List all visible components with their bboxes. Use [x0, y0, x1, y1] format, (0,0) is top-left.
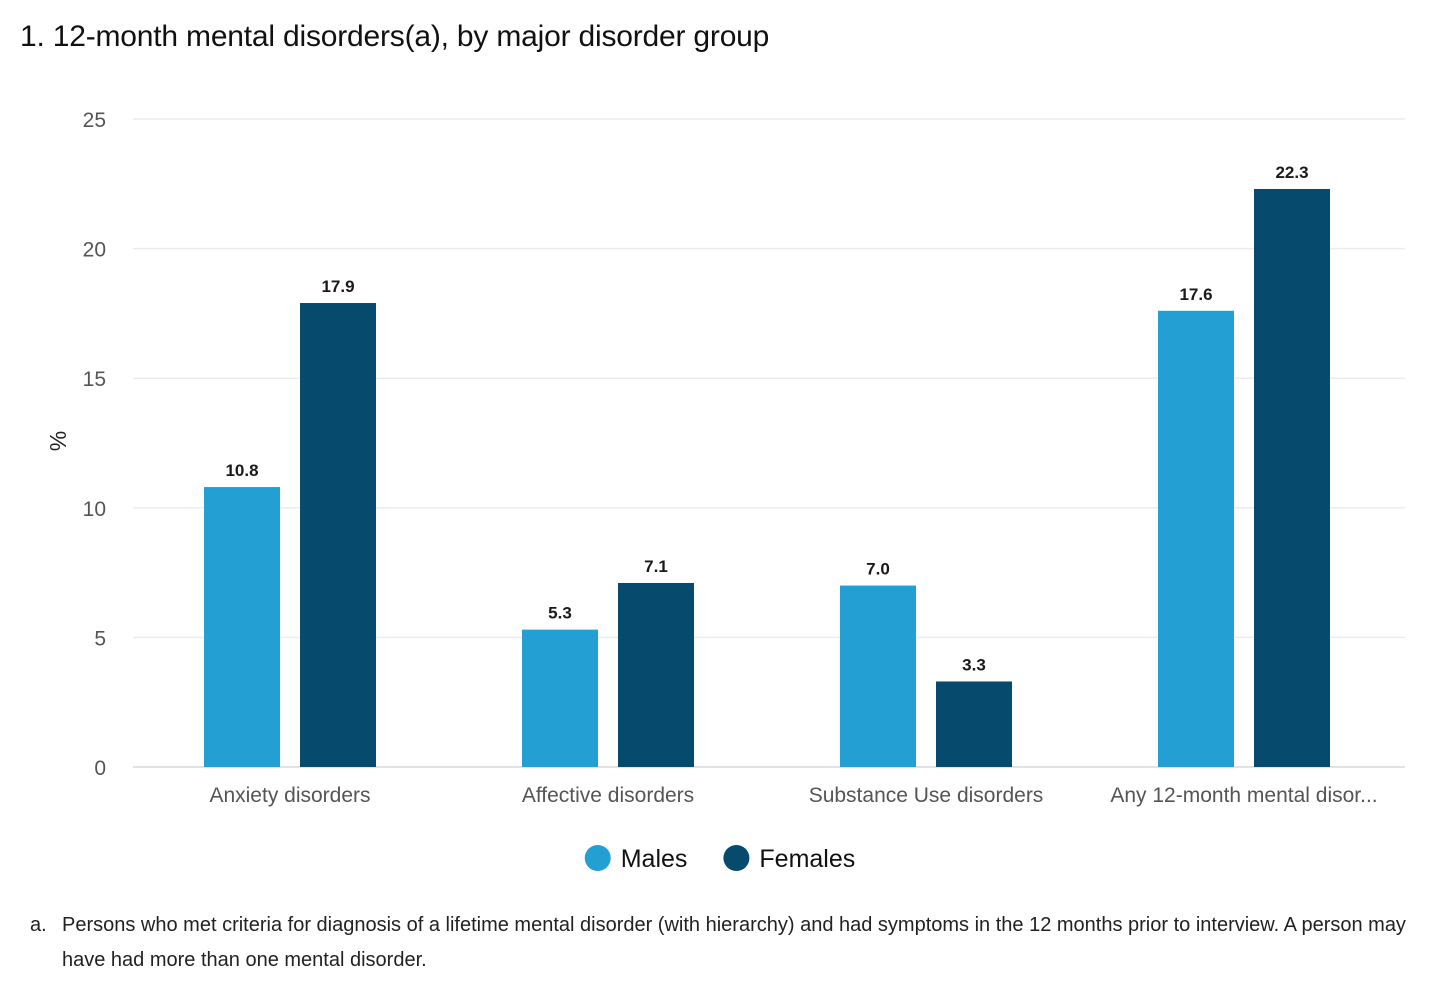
bar-females-1 [618, 582, 694, 767]
data-label: 22.3 [1275, 163, 1308, 182]
data-label: 10.8 [225, 461, 258, 480]
data-label: 7.0 [866, 560, 890, 579]
data-label: 5.3 [548, 604, 572, 623]
legend-label: Females [759, 845, 855, 873]
legend-marker-males [584, 845, 611, 871]
legend-label: Males [621, 845, 688, 873]
bar-chart: 0 5 10 15 20 25% 10.8 17.9 Anxiety disorders 5.3 7… [45, 109, 1405, 873]
y-tick-label: 10 [83, 498, 106, 521]
bar-males-3 [1158, 310, 1234, 767]
data-label: 3.3 [962, 655, 986, 674]
data-label: 17.9 [321, 277, 354, 296]
bar-females-0 [300, 303, 376, 767]
data-label: 17.6 [1179, 285, 1212, 304]
legend-marker-females [723, 845, 750, 871]
y-tick-label: 25 [83, 109, 106, 132]
footnote: a. Persons who met criteria for diagnosi… [30, 908, 1410, 978]
bar-males-1 [522, 629, 598, 767]
x-tick-label: Substance Use disorders [809, 784, 1044, 807]
y-tick-label: 5 [94, 627, 106, 650]
bar-males-0 [204, 487, 280, 767]
x-tick-label: Any 12-month mental disor... [1110, 784, 1377, 807]
footnote-marker: a. [30, 914, 47, 936]
footnote-text: Persons who met criteria for diagnosis o… [62, 914, 1406, 971]
y-tick-label: 20 [83, 239, 106, 262]
chart-title: 1. 12-month mental disorders(a), by majo… [20, 20, 770, 53]
data-label: 7.1 [644, 557, 668, 576]
y-tick-label: 15 [83, 368, 106, 391]
bar-females-2 [936, 681, 1012, 767]
bar-males-2 [840, 585, 916, 767]
y-axis-label: % [45, 431, 71, 451]
x-tick-label: Anxiety disorders [209, 784, 370, 807]
y-tick-label: 0 [94, 757, 106, 780]
x-tick-label: Affective disorders [522, 784, 694, 807]
bar-females-3 [1254, 188, 1330, 767]
